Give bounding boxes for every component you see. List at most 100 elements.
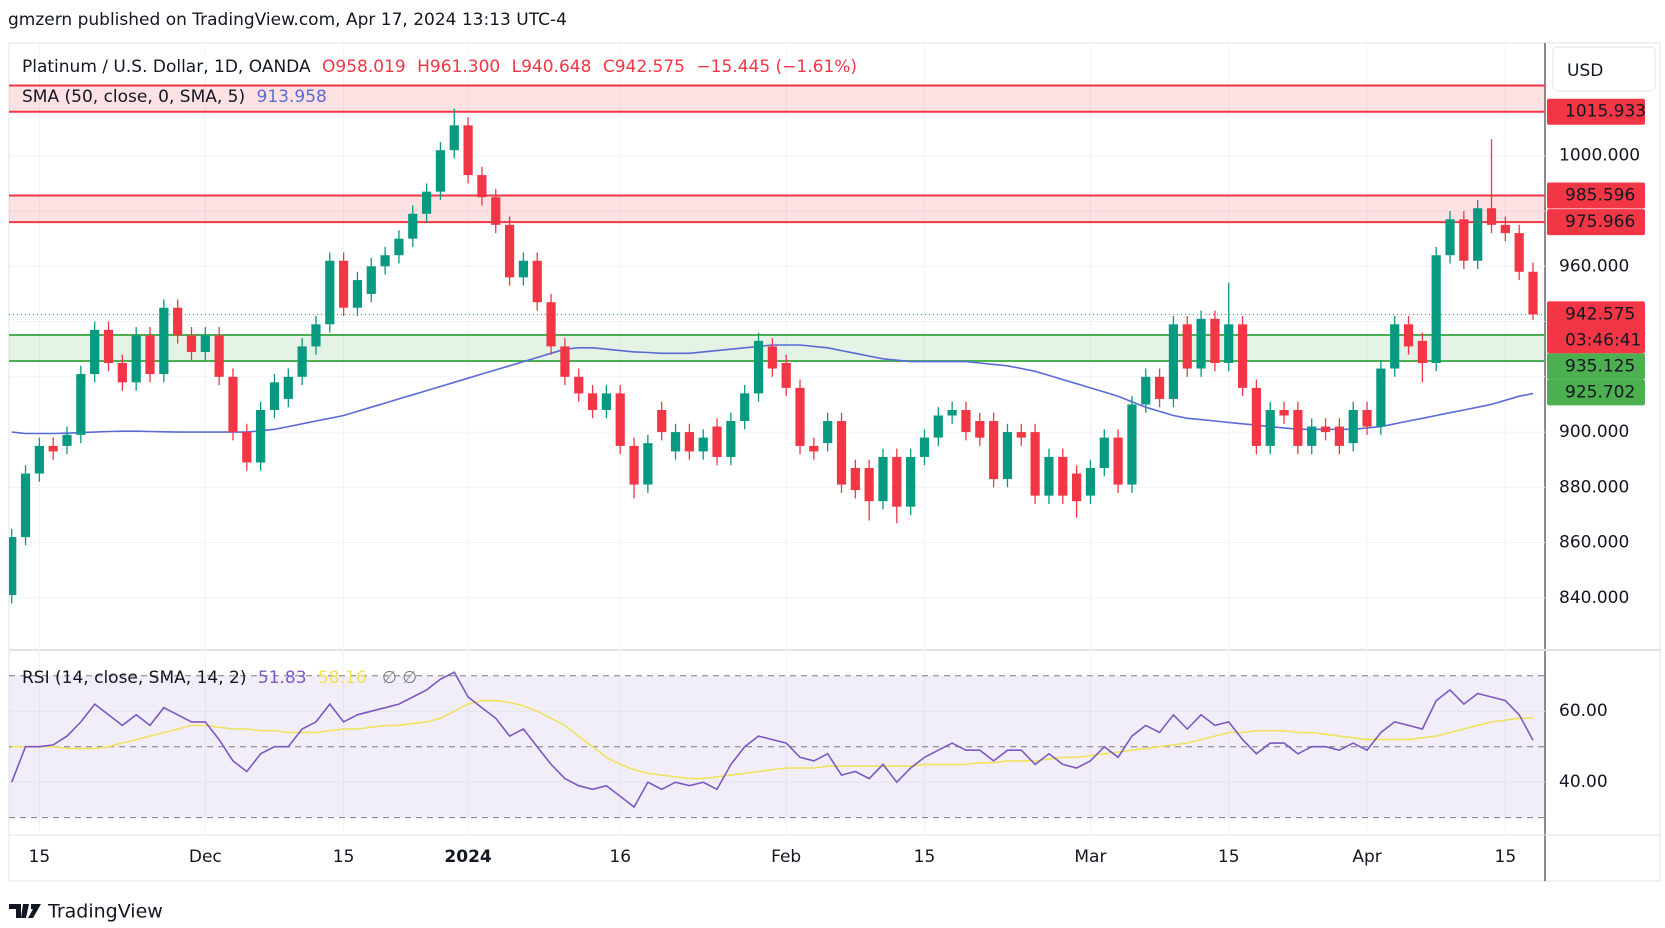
change: −15.445 (−1.61%) — [696, 57, 857, 77]
candle-body — [919, 437, 930, 457]
price-tag — [1547, 182, 1645, 209]
candle-body — [1307, 426, 1317, 446]
rsi-value: 51.83 — [258, 668, 307, 688]
ohlc-value: 961.300 — [430, 57, 500, 77]
sma-legend: SMA (50, close, 0, SMA, 5) 913.958 — [22, 87, 327, 107]
candle-body — [933, 415, 943, 438]
x-tick-label: 2024 — [444, 847, 491, 867]
candle-body — [325, 260, 335, 325]
candle-body — [1072, 473, 1082, 502]
candle-body — [269, 382, 280, 410]
candle-body — [1334, 426, 1344, 446]
candle-body — [518, 260, 529, 278]
candle-body — [1182, 324, 1192, 369]
candle-body — [836, 421, 847, 485]
candle-body — [200, 335, 210, 352]
candle-body — [1058, 456, 1068, 496]
candle-body — [131, 335, 141, 383]
candle-body — [9, 537, 17, 596]
x-tick-label: Apr — [1352, 847, 1381, 867]
sma-value: 913.958 — [257, 87, 327, 107]
y-tick-label: 860.000 — [1559, 533, 1629, 553]
price-tag-label: 1015.933 — [1565, 102, 1646, 122]
candle-body — [1514, 233, 1524, 272]
candle-body — [1390, 324, 1400, 369]
candle-body — [1224, 324, 1234, 363]
candle-body — [961, 409, 971, 433]
price-tag-label: 03:46:41 — [1565, 330, 1641, 350]
candle-body — [159, 307, 169, 375]
candle-body — [256, 409, 266, 463]
price-tag — [1547, 209, 1645, 236]
candle-body — [587, 393, 598, 410]
y-tick-label: 40.00 — [1559, 772, 1608, 792]
candle-body — [1016, 432, 1026, 438]
logo-mark — [9, 904, 41, 918]
axes: 15 Dec 15 2024 16 Feb 15 Mar 15 Apr 15 840.000 860.0… — [29, 98, 1646, 867]
candle-body — [297, 346, 307, 377]
candle-body — [1085, 468, 1096, 496]
candle-body — [892, 456, 902, 507]
candle-body — [975, 421, 985, 438]
price-tag-label: 935.125 — [1565, 356, 1635, 376]
candle-body — [1154, 376, 1165, 399]
sma-name: SMA (50, close, 0, SMA, 5) — [22, 87, 245, 107]
rsi-sma-value: 58.16 — [318, 668, 367, 688]
currency: USD — [1567, 61, 1603, 81]
candle-body — [186, 335, 197, 352]
candle-body — [1403, 324, 1414, 347]
candle-body — [809, 445, 819, 452]
candle-body — [670, 432, 681, 452]
candle-body — [947, 409, 957, 416]
candle-body — [1362, 409, 1372, 427]
x-tick-label: 15 — [914, 847, 936, 867]
price-pane — [9, 84, 1545, 604]
candle-body — [1251, 387, 1261, 446]
x-tick-label: 15 — [29, 847, 51, 867]
candle-body — [214, 335, 224, 377]
zone — [9, 195, 1545, 223]
candle-body — [463, 125, 473, 176]
candle-body — [48, 445, 58, 452]
candle-body — [1099, 437, 1109, 469]
candle-body — [491, 197, 501, 225]
price-tag-label: 942.575 — [1565, 304, 1635, 324]
candle-body — [311, 324, 321, 347]
candle-body — [657, 409, 667, 433]
candle-body — [242, 432, 252, 463]
zone — [9, 335, 1545, 362]
candle-body — [795, 387, 805, 446]
rsi-legend: RSI (14, close, SMA, 14, 2) 51.83 58.16 … — [22, 668, 417, 688]
candle-body — [906, 456, 916, 507]
x-tick-label: 16 — [609, 847, 631, 867]
candle-body — [726, 421, 736, 457]
ohlc-label: L — [512, 57, 522, 77]
candle-body — [117, 362, 127, 383]
candle-body — [228, 376, 238, 433]
candle-body — [740, 393, 750, 422]
candle-body — [1293, 409, 1303, 446]
candle-body — [352, 280, 363, 308]
y-tick-label: 840.000 — [1559, 588, 1629, 608]
ohlc-label: C — [603, 57, 615, 77]
candle-body — [1500, 224, 1510, 234]
candle-body — [1196, 318, 1206, 369]
currency-box[interactable] — [1552, 46, 1656, 92]
candle-body — [1417, 340, 1427, 363]
candle-body — [1431, 255, 1441, 363]
candle-body — [103, 329, 114, 363]
price-legend: Platinum / U.S. Dollar, 1D, OANDA O958.0… — [22, 57, 857, 77]
candle-body — [1002, 432, 1013, 480]
candle-body — [767, 346, 777, 369]
y-tick-label: 880.000 — [1559, 477, 1629, 497]
candle-body — [394, 238, 404, 256]
footer-brand: TradingView — [47, 901, 163, 923]
candle-body — [1473, 208, 1483, 261]
candle-body — [1265, 409, 1275, 446]
candle-body — [504, 224, 515, 278]
candle-body — [435, 150, 446, 192]
candle-body — [643, 443, 653, 485]
rsi-pane — [9, 671, 1545, 819]
y-tick-label: 1000.000 — [1559, 146, 1640, 166]
candle-body — [1210, 318, 1220, 363]
